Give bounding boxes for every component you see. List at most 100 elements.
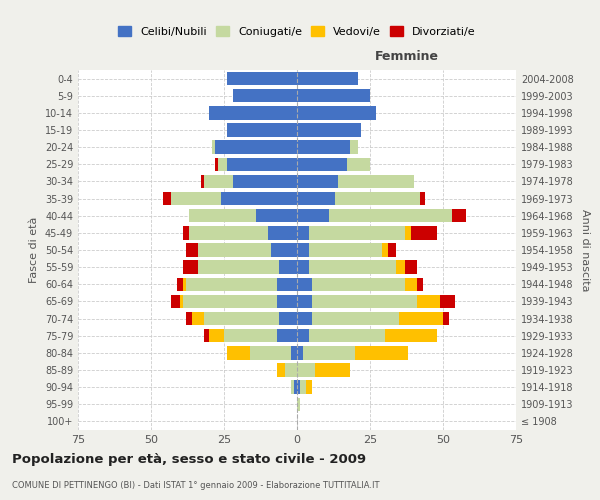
Bar: [256, 209, 297, 222]
Bar: [443, 312, 449, 326]
Bar: [399, 312, 443, 326]
Bar: [297, 174, 338, 188]
Bar: [183, 260, 198, 274]
Bar: [189, 226, 268, 239]
Bar: [271, 244, 297, 256]
Bar: [297, 226, 308, 239]
Bar: [329, 209, 452, 222]
Bar: [411, 226, 437, 239]
Bar: [215, 158, 218, 171]
Bar: [203, 329, 209, 342]
Bar: [300, 380, 306, 394]
Bar: [311, 278, 405, 291]
Bar: [297, 140, 350, 154]
Bar: [215, 140, 297, 154]
Bar: [297, 106, 376, 120]
Bar: [297, 158, 347, 171]
Bar: [396, 260, 405, 274]
Bar: [291, 380, 294, 394]
Bar: [297, 244, 308, 256]
Bar: [172, 294, 180, 308]
Bar: [440, 294, 455, 308]
Bar: [311, 294, 417, 308]
Bar: [308, 329, 385, 342]
Bar: [277, 364, 286, 376]
Bar: [172, 192, 221, 205]
Bar: [297, 329, 308, 342]
Bar: [297, 72, 358, 86]
Bar: [311, 312, 399, 326]
Bar: [297, 192, 335, 205]
Bar: [385, 329, 437, 342]
Bar: [417, 294, 440, 308]
Bar: [405, 226, 411, 239]
Bar: [388, 244, 396, 256]
Bar: [297, 346, 303, 360]
Bar: [382, 244, 388, 256]
Bar: [297, 260, 308, 274]
Bar: [233, 174, 297, 188]
Bar: [198, 260, 280, 274]
Bar: [297, 89, 370, 102]
Bar: [277, 294, 297, 308]
Bar: [186, 312, 192, 326]
Bar: [189, 209, 256, 222]
Bar: [186, 244, 198, 256]
Bar: [203, 174, 233, 188]
Bar: [212, 140, 215, 154]
Bar: [308, 244, 382, 256]
Y-axis label: Anni di nascita: Anni di nascita: [580, 209, 590, 291]
Bar: [250, 346, 291, 360]
Bar: [277, 329, 297, 342]
Bar: [180, 294, 183, 308]
Bar: [163, 192, 172, 205]
Bar: [286, 364, 297, 376]
Bar: [297, 209, 329, 222]
Bar: [183, 278, 186, 291]
Bar: [209, 329, 224, 342]
Bar: [419, 192, 425, 205]
Bar: [227, 72, 297, 86]
Bar: [268, 226, 297, 239]
Bar: [203, 312, 280, 326]
Bar: [335, 192, 419, 205]
Bar: [297, 398, 300, 411]
Bar: [291, 346, 297, 360]
Legend: Celibi/Nubili, Coniugati/e, Vedovi/e, Divorziati/e: Celibi/Nubili, Coniugati/e, Vedovi/e, Di…: [114, 22, 480, 41]
Bar: [227, 158, 297, 171]
Bar: [303, 346, 355, 360]
Bar: [277, 278, 297, 291]
Bar: [224, 329, 277, 342]
Bar: [192, 312, 203, 326]
Bar: [297, 124, 361, 136]
Bar: [308, 226, 405, 239]
Bar: [308, 260, 396, 274]
Bar: [297, 364, 314, 376]
Bar: [338, 174, 414, 188]
Bar: [233, 89, 297, 102]
Bar: [209, 106, 297, 120]
Bar: [280, 312, 297, 326]
Bar: [200, 174, 203, 188]
Bar: [347, 158, 370, 171]
Bar: [297, 278, 311, 291]
Text: COMUNE DI PETTINENGO (BI) - Dati ISTAT 1° gennaio 2009 - Elaborazione TUTTITALIA: COMUNE DI PETTINENGO (BI) - Dati ISTAT 1…: [12, 480, 380, 490]
Bar: [314, 364, 350, 376]
Bar: [227, 346, 250, 360]
Bar: [405, 260, 417, 274]
Bar: [405, 278, 417, 291]
Bar: [183, 226, 189, 239]
Bar: [183, 294, 277, 308]
Bar: [297, 294, 311, 308]
Bar: [452, 209, 466, 222]
Text: Femmine: Femmine: [374, 50, 439, 63]
Bar: [227, 124, 297, 136]
Bar: [294, 380, 297, 394]
Bar: [280, 260, 297, 274]
Bar: [221, 192, 297, 205]
Bar: [218, 158, 227, 171]
Y-axis label: Fasce di età: Fasce di età: [29, 217, 39, 283]
Bar: [297, 312, 311, 326]
Bar: [417, 278, 422, 291]
Text: Popolazione per età, sesso e stato civile - 2009: Popolazione per età, sesso e stato civil…: [12, 452, 366, 466]
